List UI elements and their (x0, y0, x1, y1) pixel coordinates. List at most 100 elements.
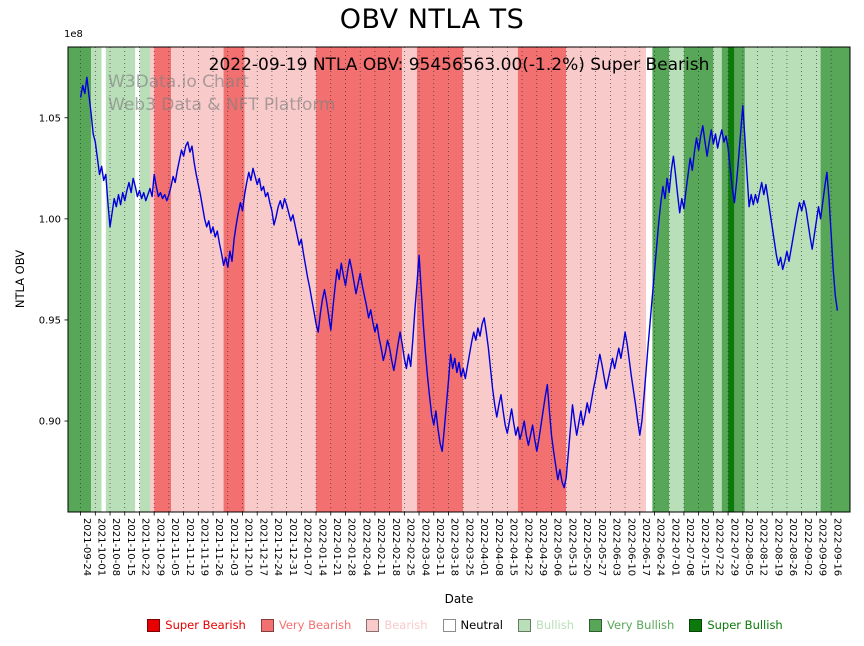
legend-swatch-very_bearish (260, 618, 274, 632)
sentiment-band-very_bearish (416, 47, 464, 512)
legend-label: Neutral (460, 618, 503, 632)
sentiment-band-neutral (646, 47, 653, 512)
obv-series-line (79, 76, 839, 489)
x-tick-label: 2022-03-25 (463, 518, 474, 576)
x-tick-label: 2022-08-12 (758, 518, 769, 576)
sentiment-band-very_bearish (517, 47, 567, 512)
legend-item-bullish: Bullish (517, 618, 575, 632)
x-tick-label: 2022-06-17 (640, 518, 651, 576)
x-tick-label: 2021-09-24 (81, 518, 92, 576)
sentiment-band-bearish (566, 47, 647, 512)
x-tick-label: 2022-01-28 (346, 518, 357, 576)
x-tick-label: 2021-10-01 (96, 518, 107, 576)
x-tick-label: 2021-12-10 (243, 518, 254, 576)
x-tick-label: 2022-05-13 (566, 518, 577, 576)
x-tick-label: 2021-12-17 (257, 518, 268, 576)
x-tick-label: 2022-01-14 (316, 518, 327, 576)
x-tick-label: 2022-08-26 (787, 518, 798, 576)
sentiment-band-very_bearish (223, 47, 245, 512)
sentiment-band-bullish (105, 47, 136, 512)
sentiment-band-very_bullish (721, 47, 729, 512)
legend-swatch-very_bullish (589, 618, 603, 632)
x-tick-label: 2022-05-27 (596, 518, 607, 576)
sentiment-band-very_bearish (154, 47, 172, 512)
y-tick-label: 1.00 (39, 214, 61, 225)
legend-label: Super Bullish (707, 618, 783, 632)
legend-swatch-super_bullish (689, 618, 703, 632)
x-tick-label: 2022-07-29 (728, 518, 739, 576)
x-tick-label: 2021-11-05 (169, 518, 180, 576)
sentiment-band-very_bullish (68, 47, 92, 512)
x-tick-label: 2022-02-18 (390, 518, 401, 576)
chart-title: OBV NTLA TS (339, 4, 525, 35)
sentiment-band-bearish (402, 47, 417, 512)
x-tick-label: 2022-07-01 (669, 518, 680, 576)
watermark-line1: W3Data.io Chart (108, 72, 249, 92)
chart-subtitle: 2022-09-19 NTLA OBV: 95456563.00(-1.2%) … (208, 55, 710, 75)
x-tick-label: 2022-01-07 (302, 518, 313, 576)
x-tick-label: 2022-08-19 (772, 518, 783, 576)
sentiment-band-very_bullish (652, 47, 670, 512)
sentiment-band-bearish (463, 47, 518, 512)
x-tick-label: 2022-09-02 (802, 518, 813, 576)
x-tick-label: 2022-08-05 (743, 518, 754, 576)
x-tick-label: 2022-09-09 (817, 518, 828, 576)
watermark-line2: Web3 Data & NFT Platform (108, 95, 336, 115)
x-tick-label: 2021-12-24 (272, 518, 283, 576)
x-tick-label: 2021-10-08 (110, 518, 121, 576)
y-axis-offset-label: 1e8 (64, 29, 83, 40)
legend-label: Very Bullish (607, 618, 675, 632)
legend-label: Super Bearish (165, 618, 246, 632)
x-tick-label: 2021-10-29 (154, 518, 165, 576)
x-tick-label: 2022-01-21 (331, 518, 342, 576)
x-tick-label: 2021-12-03 (228, 518, 239, 576)
x-tick-label: 2022-07-08 (684, 518, 695, 576)
sentiment-band-bullish (91, 47, 102, 512)
x-tick-label: 2021-11-19 (199, 518, 210, 576)
sentiment-band-bearish (244, 47, 317, 512)
x-tick-label: 2021-10-22 (140, 518, 151, 576)
x-tick-label: 2022-04-29 (537, 518, 548, 576)
sentiment-band-bearish (149, 47, 155, 512)
x-tick-label: 2022-05-06 (552, 518, 563, 576)
legend-label: Very Bearish (278, 618, 352, 632)
y-tick-label: 0.95 (39, 315, 61, 326)
legend-item-very_bullish: Very Bullish (589, 618, 674, 632)
legend-swatch-super_bearish (147, 618, 161, 632)
legend-item-bearish: Bearish (366, 618, 428, 632)
sentiment-band-bullish (669, 47, 684, 512)
x-tick-label: 2021-11-26 (213, 518, 224, 576)
legend-swatch-neutral (442, 618, 456, 632)
sentiment-band-very_bullish (734, 47, 745, 512)
sentiment-legend: Super Bearish Very Bearish Bearish Neutral B… (70, 618, 860, 632)
legend-label: Bullish (535, 618, 575, 632)
sentiment-band-bullish (139, 47, 150, 512)
x-tick-label: 2022-09-16 (831, 518, 842, 576)
x-tick-label: 2022-05-20 (581, 518, 592, 576)
legend-item-super_bearish: Super Bearish (147, 618, 246, 632)
x-tick-label: 2021-10-15 (125, 518, 136, 576)
legend-swatch-bearish (366, 618, 380, 632)
x-axis-title: Date (444, 592, 474, 606)
legend-item-neutral: Neutral (442, 618, 503, 632)
legend-item-very_bearish: Very Bearish (260, 618, 352, 632)
x-tick-label: 2022-07-15 (699, 518, 710, 576)
sentiment-band-neutral (135, 47, 140, 512)
x-tick-label: 2022-04-08 (493, 518, 504, 576)
plot-border (67, 46, 851, 513)
x-tick-label: 2022-06-03 (611, 518, 622, 576)
y-axis-title: NTLA OBV (13, 249, 27, 309)
x-tick-label: 2021-12-31 (287, 518, 298, 576)
sentiment-band-bullish (713, 47, 722, 512)
sentiment-band-neutral (101, 47, 106, 512)
x-tick-label: 2022-02-04 (360, 518, 371, 576)
y-tick-label: 1.05 (39, 113, 61, 124)
x-tick-label: 2022-07-22 (714, 518, 725, 576)
x-tick-label: 2022-04-15 (508, 518, 519, 576)
x-tick-label: 2022-02-25 (405, 518, 416, 576)
x-tick-label: 2022-04-01 (478, 518, 489, 576)
sentiment-band-bullish (744, 47, 821, 512)
sentiment-band-very_bullish (820, 47, 850, 512)
